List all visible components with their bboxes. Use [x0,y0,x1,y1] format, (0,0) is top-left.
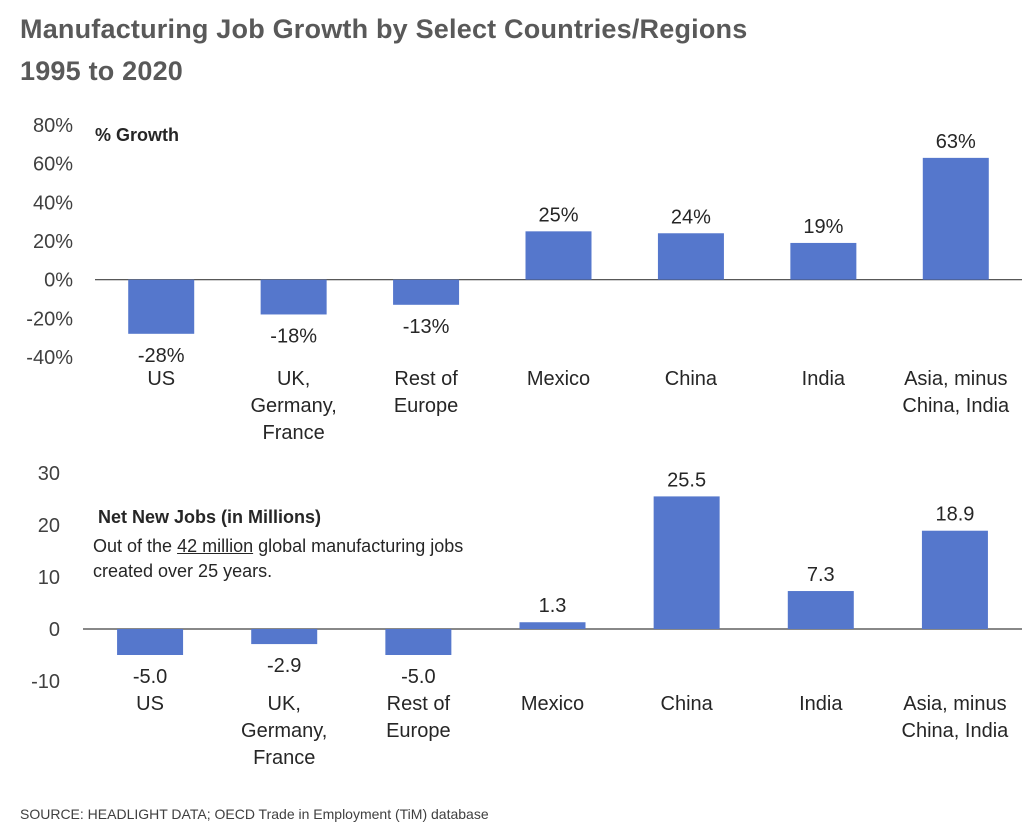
category-label: Mexico [521,693,584,715]
category-label: India [802,368,846,390]
data-label: 19% [803,216,843,238]
bar [525,231,592,280]
y-tick-label: 80% [33,115,73,137]
bar [657,233,724,280]
category-label: France [263,422,325,444]
y-tick-label: 60% [33,154,73,176]
data-label: -5.0 [401,666,435,688]
category-label: Asia, minus [903,693,1006,715]
data-label: -18% [270,325,317,347]
bar [653,496,720,629]
data-label: 25% [538,204,578,226]
y-tick-label: -20% [26,308,73,330]
category-label: Europe [394,395,459,417]
y-tick-label: 20 [38,515,60,537]
bar [128,279,195,334]
note-prefix: Out of the [93,536,178,556]
category-label: France [253,747,315,769]
bar [393,279,460,305]
category-label: Germany, [250,395,336,417]
y-tick-label: 0% [44,270,73,292]
bar [790,242,857,280]
chart-title: Manufacturing Job Growth by Select Count… [20,14,748,44]
category-label: Asia, minus [904,368,1007,390]
category-label: India [799,693,843,715]
category-label: Rest of [387,693,451,715]
category-label: US [147,368,175,390]
category-label: China, India [902,395,1010,417]
y-tick-label: 10 [38,567,60,589]
category-label: Europe [386,720,451,742]
y-tick-label: -10 [31,671,60,693]
category-label: Mexico [527,368,590,390]
data-label: 1.3 [539,595,567,617]
category-label: Rest of [394,368,458,390]
data-label: -2.9 [267,655,301,677]
data-label: 25.5 [667,469,706,491]
bar [385,629,452,655]
y-tick-label: 40% [33,192,73,214]
y-tick-label: -40% [26,347,73,369]
jobs-note: Out of the 42 million global manufacturi… [93,534,493,584]
chart-subtitle-years: 1995 to 2020 [20,56,184,86]
source-note: SOURCE: HEADLIGHT DATA; OECD Trade in Em… [20,806,489,822]
bar [260,279,327,315]
bar [251,629,318,645]
bar [117,629,184,655]
y-tick-label: 20% [33,231,73,253]
data-label: -13% [403,316,450,338]
category-label: China, India [902,720,1010,742]
bar [922,157,989,280]
bar [921,530,988,629]
data-label: 18.9 [935,504,974,526]
jobs-panel: 30 20 10 0 -10 Net New Jobs (in Millions) -5.0… [31,463,1022,769]
category-label: UK, [277,368,310,390]
category-label: US [136,693,164,715]
bar [519,622,586,629]
note-suffix: global manufacturing jobs created over 2… [93,536,464,581]
category-label: China [665,368,718,390]
data-label: -28% [138,345,185,367]
bar [787,591,854,629]
growth-panel: 80% 60% 40% 20% 0% -20% -40% % Growth -28%US -18%… [26,115,1022,444]
panel-title: Net New Jobs (in Millions) [98,507,321,527]
data-label: 24% [671,206,711,228]
y-tick-label: 0 [49,619,60,641]
note-highlight: 42 million [177,536,254,556]
category-label: China [661,693,714,715]
data-label: 7.3 [807,564,835,586]
panel-title: % Growth [95,125,179,145]
data-label: -5.0 [133,666,167,688]
data-label: 63% [936,131,976,153]
category-label: Germany, [241,720,327,742]
category-label: UK, [268,693,301,715]
y-tick-label: 30 [38,463,60,485]
